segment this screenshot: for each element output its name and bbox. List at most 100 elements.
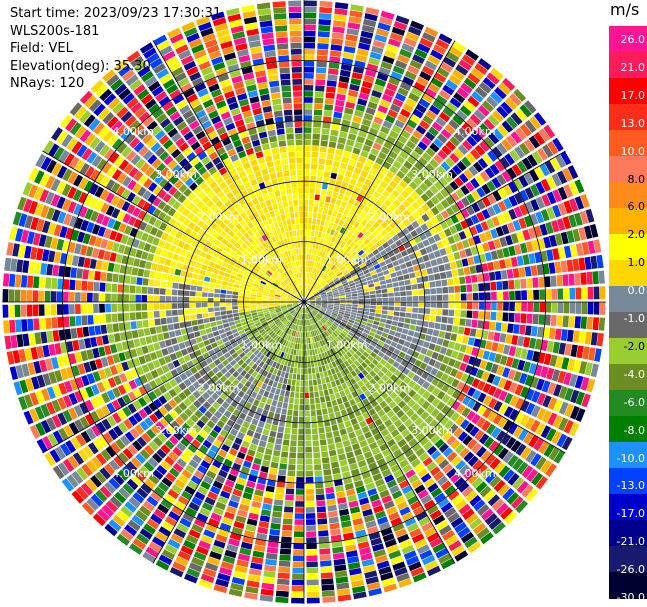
range-gate-3063 <box>280 457 288 464</box>
range-gate-4476 <box>189 291 196 297</box>
range-gate-2316 <box>354 367 361 375</box>
range-gate-101 <box>306 272 309 279</box>
range-gate-3008 <box>292 422 298 429</box>
range-gate-3103 <box>282 402 288 409</box>
range-gate-596 <box>336 253 342 260</box>
range-gate-1419 <box>592 271 599 285</box>
range-gate-1726 <box>373 320 380 326</box>
range-gate-2826 <box>327 504 337 512</box>
range-gate-2683 <box>365 520 377 529</box>
range-gate-148 <box>305 284 308 291</box>
range-gate-2057 <box>545 463 557 477</box>
range-gate-651 <box>361 227 368 235</box>
range-gate-1547 <box>478 311 485 320</box>
range-gate-1916 <box>335 318 342 323</box>
range-gate-2366 <box>354 375 361 383</box>
range-gate-2133 <box>426 404 436 414</box>
range-gate-2059 <box>313 309 319 313</box>
range-gate-1542 <box>448 309 455 317</box>
range-gate-3003 <box>294 392 300 398</box>
range-gate-539 <box>307 292 311 298</box>
range-gate-1958 <box>556 433 568 448</box>
range-gate-2749 <box>310 337 313 344</box>
range-gate-1453 <box>503 291 509 301</box>
range-gate-2557 <box>326 357 331 364</box>
range-gate-9 <box>304 236 307 242</box>
range-gate-2859 <box>310 410 316 417</box>
range-gate-4285 <box>160 317 167 325</box>
range-gate-2792 <box>353 591 367 600</box>
range-gate-1106 <box>464 228 473 238</box>
range-gate-1858 <box>558 401 569 415</box>
range-gate-134 <box>327 74 338 81</box>
range-gate-4405 <box>26 304 33 317</box>
range-gate-1339 <box>405 285 412 291</box>
range-gate-452 <box>336 232 343 239</box>
range-gate-968 <box>496 174 507 186</box>
range-gate-2093 <box>474 429 485 441</box>
range-gate-2568 <box>350 417 358 426</box>
range-gate-356 <box>334 217 340 225</box>
range-gate-1327 <box>333 296 340 299</box>
range-gate-571 <box>412 130 423 140</box>
range-gate-4331 <box>177 309 184 316</box>
range-gate-3074 <box>270 523 281 530</box>
range-gate-997 <box>398 244 406 252</box>
range-gate-2442 <box>432 514 446 526</box>
range-gate-925 <box>519 142 531 156</box>
range-gate-2312 <box>340 348 346 355</box>
range-gate-1121 <box>546 191 557 205</box>
range-gate-2465 <box>348 385 356 393</box>
range-gate-4296 <box>94 325 102 335</box>
range-gate-1824 <box>370 328 377 334</box>
range-gate-2825 <box>326 498 336 506</box>
range-gate-2766 <box>327 437 334 445</box>
range-gate-1443 <box>442 294 449 301</box>
range-gate-168 <box>324 165 332 172</box>
range-gate-1774 <box>366 322 373 328</box>
range-gate-24 <box>304 145 311 152</box>
range-gate-2021 <box>368 344 375 351</box>
range-gate-493 <box>316 276 320 282</box>
range-gate-137 <box>329 56 341 63</box>
range-gate-537 <box>449 46 463 58</box>
range-gate-1266 <box>549 234 558 247</box>
range-gate-2771 <box>332 467 341 475</box>
range-gate-549 <box>340 241 346 248</box>
range-gate-306 <box>328 222 334 229</box>
range-gate-1232 <box>350 288 357 292</box>
range-gate-3048 <box>293 367 298 374</box>
range-gate-1810 <box>570 389 580 404</box>
range-gate-319 <box>352 147 361 155</box>
range-gate-799 <box>375 233 383 241</box>
range-gate-231 <box>349 83 360 92</box>
range-gate-2171 <box>373 366 380 374</box>
range-gate-729 <box>481 100 494 113</box>
range-gate-1697 <box>491 342 499 352</box>
range-gate-2027 <box>397 364 405 372</box>
range-gate-77 <box>313 121 322 128</box>
range-gate-317 <box>348 158 357 167</box>
range-gate-4517 <box>238 292 245 296</box>
range-gate-4428 <box>183 296 190 302</box>
range-gate-379 <box>384 88 396 97</box>
range-gate-1080 <box>320 292 326 296</box>
range-gate-1550 <box>496 312 503 321</box>
range-gate-753 <box>385 216 393 225</box>
range-gate-247 <box>308 279 312 285</box>
range-gate-856 <box>416 207 425 216</box>
range-gate-196 <box>305 290 307 297</box>
range-gate-1528 <box>364 305 370 309</box>
range-gate-2388 <box>427 482 439 493</box>
range-gate-427 <box>392 98 404 108</box>
range-gate-2712 <box>327 407 334 414</box>
range-gate-770 <box>457 144 469 155</box>
range-gate-884 <box>318 288 324 292</box>
range-gate-1377 <box>340 297 346 300</box>
range-gate-28 <box>304 121 312 127</box>
range-gate-2327 <box>393 419 403 428</box>
range-gate-375 <box>375 110 386 120</box>
range-gate-1240 <box>397 275 404 281</box>
range-gate-1416 <box>574 273 581 286</box>
range-gate-2763 <box>324 420 331 427</box>
